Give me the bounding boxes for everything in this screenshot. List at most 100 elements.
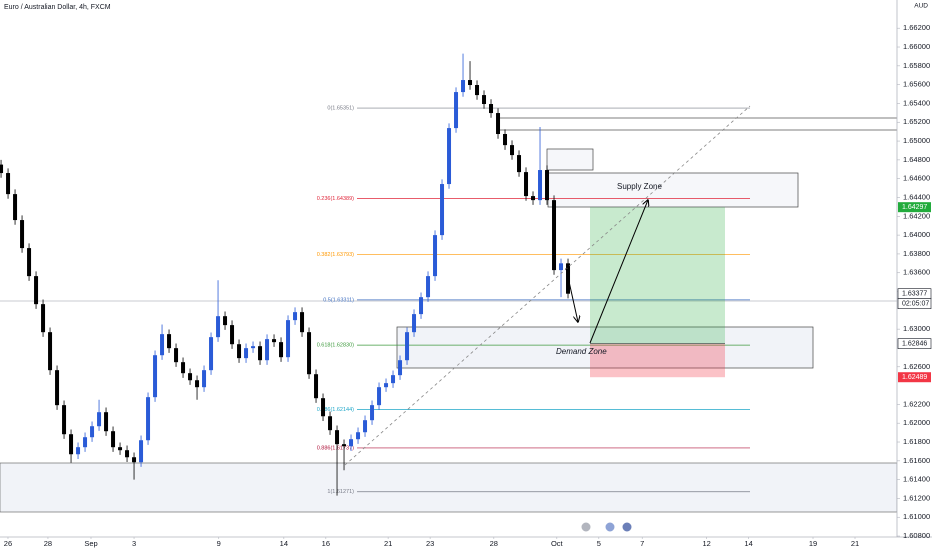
event-icon[interactable]: [580, 521, 592, 533]
y-tick-label: 1.61000: [903, 512, 930, 521]
candle-body: [174, 348, 179, 363]
candle-body: [482, 95, 487, 105]
y-tick-label: 1.64000: [903, 230, 930, 239]
candle-body: [531, 196, 536, 201]
fib-label: 0.618(1.62830): [317, 343, 354, 349]
candle-body: [167, 334, 172, 349]
x-tick-label: 5: [597, 539, 601, 548]
y-tick-label: 1.64400: [903, 192, 930, 201]
x-tick-label: 21: [384, 539, 392, 548]
candle-body: [27, 248, 32, 277]
candle-body: [461, 80, 466, 93]
candle-body: [90, 426, 95, 438]
small-zone: [546, 148, 594, 171]
candle-body: [146, 397, 151, 441]
candle-body: [293, 312, 298, 321]
candle-body: [384, 383, 389, 388]
candle-body: [132, 457, 137, 463]
x-tick-label: 14: [744, 539, 752, 548]
trend-line: [344, 105, 751, 466]
candle-body: [370, 405, 375, 421]
candle-body: [69, 434, 74, 455]
candle-body: [538, 170, 543, 201]
candle-body: [48, 332, 53, 371]
candle-body: [447, 128, 452, 185]
event-icon[interactable]: [604, 521, 616, 533]
fib-label: 0.786(1.62144): [317, 407, 354, 413]
price-tag-label: 1.64297: [902, 204, 927, 211]
candle-body: [398, 360, 403, 376]
candle-body: [209, 337, 214, 371]
price-tag-label: 1.62846: [902, 340, 927, 347]
candle-body: [503, 134, 508, 146]
candle-body: [216, 316, 221, 338]
demand-zone: [396, 326, 814, 369]
price-tag: [897, 338, 932, 349]
candle-body: [181, 362, 186, 374]
candle-body: [559, 263, 564, 271]
candle-body: [391, 375, 396, 384]
candle-body: [265, 339, 270, 361]
candle-body: [454, 92, 459, 129]
candle-body: [545, 170, 550, 201]
candle-body: [97, 412, 102, 427]
arrow: [589, 200, 648, 344]
candle-body: [202, 370, 207, 388]
x-tick-label: 28: [490, 539, 498, 548]
candle-body: [517, 155, 522, 173]
candle-body: [41, 304, 46, 333]
chart-title: Euro / Australian Dollar, 4h, FXCM: [4, 4, 111, 11]
candle-body: [111, 431, 116, 448]
candle-body: [475, 85, 480, 96]
candle-body: [419, 297, 424, 315]
candle-body: [279, 342, 284, 358]
y-tick-label: 1.66200: [903, 23, 930, 32]
y-tick-label: 1.61400: [903, 475, 930, 484]
candle-body: [377, 387, 382, 406]
candle-body: [328, 416, 333, 431]
x-tick-label: 19: [809, 539, 817, 548]
candle-body: [552, 200, 557, 271]
candle-body: [244, 348, 249, 359]
y-tick-label: 1.65200: [903, 117, 930, 126]
candle-body: [321, 398, 326, 417]
y-tick-label: 1.65000: [903, 136, 930, 145]
fib-label: 0.886(1.61737): [317, 445, 354, 451]
candle-body: [237, 344, 242, 359]
candle-body: [251, 346, 256, 349]
y-tick-label: 1.61200: [903, 493, 930, 502]
candle-body: [20, 220, 25, 249]
y-tick-label: 1.61600: [903, 456, 930, 465]
y-tick-label: 1.66000: [903, 42, 930, 51]
x-tick-label: 12: [702, 539, 710, 548]
zone-label: Supply Zone: [617, 182, 662, 191]
candle-body: [307, 332, 312, 375]
candle-body: [13, 194, 18, 221]
candle-body: [335, 430, 340, 445]
candle-body: [223, 316, 228, 326]
candle-body: [363, 420, 368, 433]
range-band: [0, 462, 898, 513]
candle-body: [118, 447, 123, 451]
event-icon[interactable]: [621, 521, 633, 533]
candle-body: [104, 412, 109, 432]
supply-zone: [547, 172, 799, 208]
y-tick-label: 1.60800: [903, 531, 930, 540]
candle-body: [139, 440, 144, 463]
candle-body: [55, 370, 60, 406]
price-tag-label: 1.62489: [902, 374, 927, 381]
candle-body: [412, 314, 417, 333]
x-tick-label: 23: [426, 539, 434, 548]
candle-body: [272, 339, 277, 343]
currency: AUD: [914, 3, 928, 10]
candle-body: [426, 276, 431, 298]
candle-body: [76, 447, 81, 455]
candle-body: [510, 145, 515, 156]
candle-body: [125, 450, 130, 458]
y-tick-label: 1.62200: [903, 399, 930, 408]
y-tick-label: 1.62000: [903, 418, 930, 427]
background-drawings: [0, 117, 898, 513]
countdown-tag: [897, 298, 932, 310]
